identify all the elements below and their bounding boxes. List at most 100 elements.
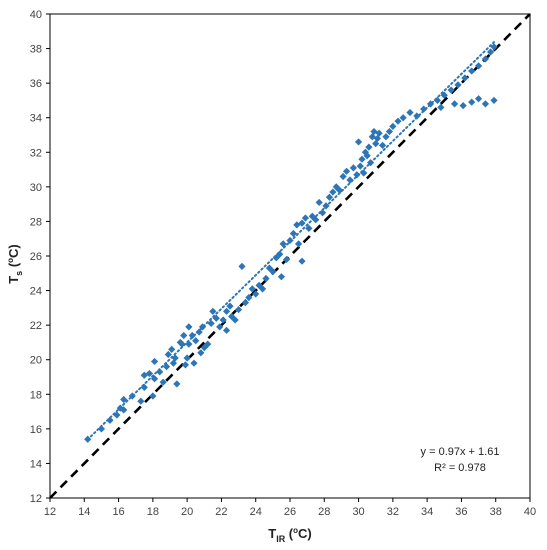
data-point-marker <box>262 274 270 283</box>
data-point-marker <box>286 236 294 245</box>
data-point-marker <box>413 112 421 120</box>
data-point-marker <box>366 159 375 167</box>
data-point-marker <box>269 267 277 276</box>
x-tick-label: 20 <box>181 506 193 518</box>
data-point-marker <box>305 224 313 232</box>
data-point-marker <box>294 240 303 248</box>
data-point-marker <box>382 133 390 141</box>
y-tick-label: 16 <box>30 424 42 436</box>
x-tick-label: 24 <box>250 506 262 518</box>
data-point-marker <box>156 368 164 376</box>
data-point-marker <box>353 171 361 179</box>
data-point-marker <box>188 331 196 340</box>
data-point-marker <box>289 229 298 238</box>
data-point-marker <box>322 202 330 210</box>
data-point-marker <box>447 86 455 94</box>
data-point-marker <box>394 117 402 125</box>
data-point-marker <box>486 48 495 56</box>
data-point-marker <box>426 100 435 108</box>
y-tick-label: 34 <box>30 113 42 125</box>
data-point-marker <box>450 100 459 108</box>
data-point-marker <box>180 331 188 340</box>
data-point-marker <box>164 350 172 359</box>
x-tick-label: 14 <box>78 506 90 518</box>
data-point-marker <box>365 143 373 151</box>
y-tick-label: 20 <box>30 355 42 367</box>
data-point-marker <box>150 357 159 366</box>
data-point-marker <box>183 354 191 362</box>
x-label-sup: o <box>293 526 298 535</box>
data-point-marker <box>200 344 208 352</box>
data-point-marker <box>185 323 193 331</box>
data-point-marker <box>113 411 121 419</box>
data-point-marker <box>265 264 274 272</box>
x-tick-label: 30 <box>352 506 364 518</box>
data-point-marker <box>207 319 215 328</box>
data-point-marker <box>461 74 469 82</box>
data-point-marker <box>358 155 366 163</box>
x-tick-label: 12 <box>44 506 56 518</box>
data-point-marker <box>375 129 383 137</box>
data-point-marker <box>378 141 387 149</box>
y-axis-ticks: 12 14 16 18 20 22 24 26 28 30 32 34 36 38 40 <box>30 9 50 505</box>
data-point-marker <box>241 299 250 307</box>
data-point-marker <box>185 340 193 348</box>
data-point-marker <box>298 257 306 265</box>
y-tick-label: 18 <box>30 389 42 401</box>
x-tick-label: 28 <box>318 506 330 518</box>
x-tick-label: 40 <box>524 506 536 518</box>
data-point-marker <box>97 425 106 433</box>
data-point-marker <box>385 127 394 136</box>
data-point-marker <box>279 240 287 248</box>
data-point-marker <box>481 55 490 63</box>
data-point-marker <box>226 302 234 310</box>
data-point-marker <box>149 392 157 400</box>
data-point-marker <box>234 305 243 314</box>
data-point-marker <box>373 134 382 143</box>
y-label-sup: o <box>6 258 15 263</box>
data-point-marker <box>248 285 256 293</box>
data-point-marker <box>190 359 198 367</box>
data-point-marker <box>325 193 334 201</box>
data-point-marker <box>238 262 246 270</box>
data-point-marker <box>336 186 344 194</box>
data-point-marker <box>159 378 167 386</box>
data-point-marker <box>169 359 178 367</box>
x-tick-label: 34 <box>421 506 433 518</box>
data-point-marker <box>222 307 231 315</box>
data-point-marker <box>298 219 306 227</box>
x-axis-ticks: 12 14 16 18 20 22 24 26 28 30 32 34 36 38 40 <box>44 498 536 518</box>
data-point-marker <box>120 395 128 404</box>
y-tick-label: 12 <box>30 493 42 505</box>
data-point-marker <box>216 323 224 331</box>
data-point-marker <box>197 349 205 357</box>
data-point-marker <box>360 169 368 177</box>
data-point-marker <box>361 148 370 156</box>
one-to-one-reference-line <box>49 13 531 499</box>
data-point-marker <box>312 216 320 224</box>
data-point-marker <box>349 164 358 172</box>
x-tick-label: 38 <box>490 506 502 518</box>
y-label-open: ( <box>6 262 21 271</box>
x-axis-label: TIR (oC) <box>268 526 312 544</box>
data-point-marker <box>406 108 414 117</box>
y-label-main: T <box>6 276 21 284</box>
y-tick-label: 24 <box>30 286 42 298</box>
x-tick-label: 18 <box>147 506 159 518</box>
y-tick-label: 38 <box>30 44 42 56</box>
y-tick-label: 40 <box>30 9 42 21</box>
x-tick-label: 26 <box>284 506 296 518</box>
data-point-marker <box>116 404 124 412</box>
r-squared-value: R² = 0.978 <box>434 462 486 474</box>
data-point-marker <box>342 167 351 175</box>
data-point-marker <box>468 98 476 106</box>
data-point-marker <box>222 326 231 334</box>
data-point-marker <box>168 345 176 353</box>
regression-equation: y = 0.97x + 1.61 <box>421 446 500 458</box>
data-point-marker <box>490 96 498 105</box>
y-tick-label: 32 <box>30 147 42 159</box>
y-label-sub: s <box>14 271 24 276</box>
data-point-marker <box>315 198 323 207</box>
y-tick-label: 28 <box>30 216 42 228</box>
